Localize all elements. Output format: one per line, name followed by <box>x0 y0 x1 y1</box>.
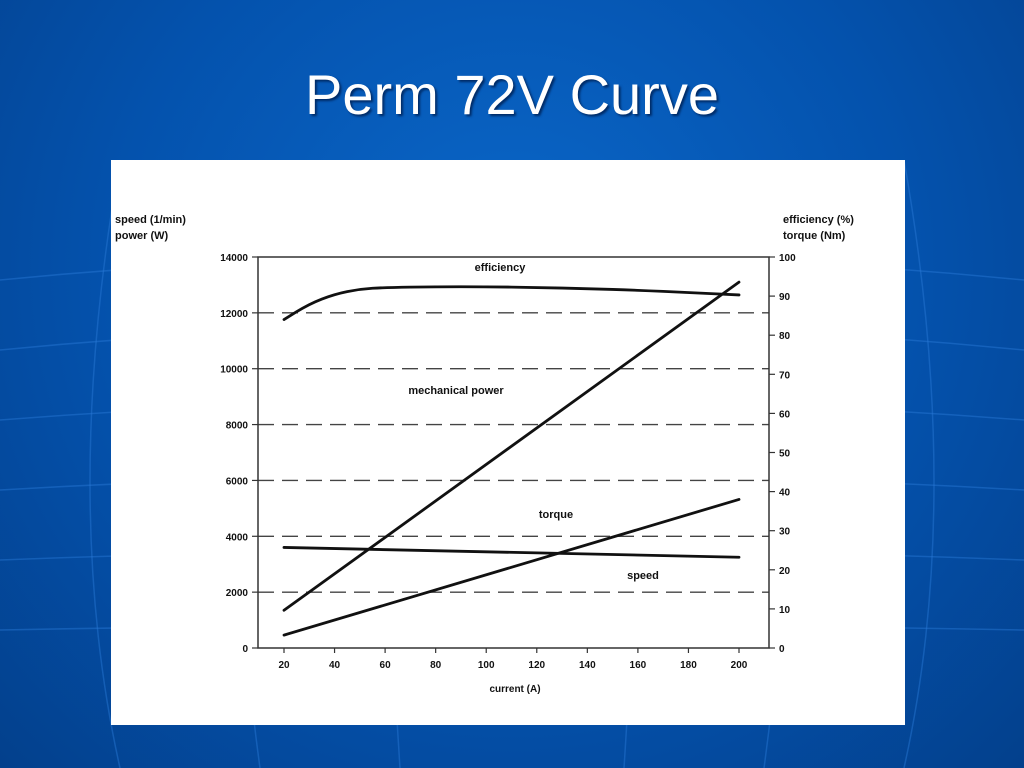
chart-plot: 0 2000 4000 6000 8000 10000 12000 14000 0 10 20 30 4… <box>220 253 796 695</box>
right-tick-label: 10 <box>779 605 791 616</box>
series-layer <box>282 280 741 637</box>
x-tick-label: 40 <box>329 660 341 671</box>
right-tick-label: 80 <box>779 331 791 342</box>
right-tick-label: 40 <box>779 488 791 499</box>
left-axis-title-line-2: power (W) <box>115 230 169 242</box>
series-line-torque <box>282 498 741 637</box>
right-tick-label: 90 <box>779 292 791 303</box>
label-layer: efficiency mechanical power torque speed <box>408 262 659 582</box>
x-tick-label: 140 <box>579 660 596 671</box>
series-line-mechanical-power <box>282 280 741 612</box>
x-tick-label: 180 <box>680 660 697 671</box>
right-tick-label: 70 <box>779 370 791 381</box>
series-label-torque: torque <box>539 509 573 521</box>
left-axis-title-line-1: speed (1/min) <box>115 214 186 226</box>
series-label-speed: speed <box>627 570 659 582</box>
right-tick-label: 30 <box>779 527 791 538</box>
left-tick-label: 8000 <box>226 421 249 432</box>
left-tick-label: 14000 <box>220 253 248 264</box>
x-tick-label: 200 <box>731 660 748 671</box>
x-tick-label: 60 <box>380 660 392 671</box>
tick-layer: 0 2000 4000 6000 8000 10000 12000 14000 0 10 20 30 4… <box>220 253 796 671</box>
left-tick-label: 10000 <box>220 365 248 376</box>
right-axis-title-line-2: torque (Nm) <box>783 230 846 242</box>
series-line-efficiency <box>282 285 741 321</box>
series-line-speed <box>282 546 741 559</box>
x-axis-title: current (A) <box>489 684 540 695</box>
left-tick-label: 2000 <box>226 588 249 599</box>
x-tick-label: 20 <box>278 660 290 671</box>
right-tick-label: 20 <box>779 566 791 577</box>
left-tick-label: 0 <box>242 644 248 655</box>
series-label-efficiency: efficiency <box>475 262 527 274</box>
slide-title: Perm 72V Curve <box>305 63 719 126</box>
x-tick-label: 160 <box>630 660 647 671</box>
grid-layer <box>258 312 769 593</box>
left-tick-label: 4000 <box>226 532 249 543</box>
chart-panel: speed (1/min) power (W) efficiency (%) t… <box>111 160 905 725</box>
series-label-mechanical-power: mechanical power <box>408 385 504 397</box>
right-tick-label: 100 <box>779 253 796 264</box>
left-axis-title: speed (1/min) power (W) <box>115 212 186 244</box>
left-tick-label: 6000 <box>226 476 249 487</box>
x-tick-label: 120 <box>528 660 545 671</box>
right-tick-label: 60 <box>779 409 791 420</box>
x-tick-label: 100 <box>478 660 495 671</box>
right-tick-label: 50 <box>779 449 791 460</box>
left-tick-label: 12000 <box>220 309 248 320</box>
right-axis-title: efficiency (%) torque (Nm) <box>783 212 854 244</box>
right-tick-label: 0 <box>779 644 785 655</box>
right-axis-title-line-1: efficiency (%) <box>783 214 854 226</box>
x-tick-label: 80 <box>430 660 442 671</box>
